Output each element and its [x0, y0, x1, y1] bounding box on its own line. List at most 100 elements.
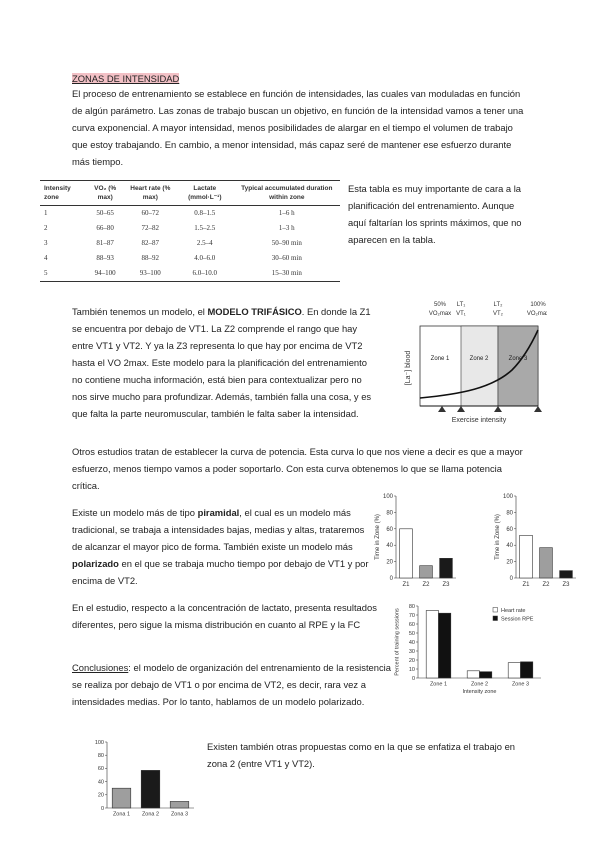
paragraph: Otros estudios tratan de establecer la c…	[72, 446, 523, 491]
grouped-bar-chart: 0 10 20 30 40 50 60 70 80 Percent of training ses…	[395, 604, 541, 695]
paragraph: En el estudio, respecto a la concentraci…	[72, 602, 377, 630]
zone-label: Zone 2	[470, 356, 489, 362]
y-tick-label: 0	[390, 576, 394, 582]
y-tick-label: 20	[386, 560, 393, 566]
table-cell: 50–90 min	[271, 239, 302, 247]
text-run: , el cual es un modelo más tradicional, …	[72, 507, 365, 552]
bar-chart: 0 20 40 60 80 100 Zona 1 Zona 2 Zona 3	[95, 740, 194, 818]
table-row: 4 88–93 88–92 4.0–6.0 30–60 min	[40, 251, 340, 266]
y-axis-label: [La⁻] blood	[405, 351, 412, 386]
y-tick-label: 80	[409, 604, 415, 610]
threshold-label: 100%	[530, 302, 546, 308]
y-tick-label: 100	[95, 740, 104, 746]
table-cell: 50–65	[96, 209, 114, 217]
bar-chart: 0 20 40 60 80 100 Time in Zone (%) Z1 Z2 Z3	[375, 494, 456, 588]
y-tick-label: 80	[98, 753, 104, 759]
y-tick-label: 10	[409, 667, 415, 673]
header-cell: Heart rate (% max)	[124, 180, 176, 206]
bar	[479, 671, 493, 679]
y-tick-label: 100	[503, 494, 514, 500]
x-tick-label: Z3	[442, 582, 450, 588]
y-tick-label: 100	[383, 494, 394, 500]
x-tick-label: Zone 2	[471, 682, 488, 688]
y-tick-label: 20	[409, 658, 415, 664]
bold-run: MODELO TRIFÁSICO	[207, 306, 302, 317]
bar	[425, 610, 439, 679]
table-header: Intensity zone VO₂ (% max) Heart rate (% m…	[40, 180, 340, 206]
x-axis-label: Intensity zone	[463, 689, 497, 695]
header-cell: Lactate (mmol·L⁻¹)	[175, 180, 234, 206]
bar	[539, 547, 553, 579]
text-run: : el modelo de organización del entrenam…	[72, 662, 391, 707]
zone-label: Zone 1	[431, 356, 450, 362]
threshold-label: LT₂	[494, 302, 504, 308]
x-tick-label: Zona 3	[171, 812, 188, 818]
threshold-label: LT₁	[457, 302, 466, 308]
table-cell: 2.5–4	[196, 239, 213, 247]
y-tick-label: 60	[409, 622, 415, 628]
table-body: 1 50–65 60–72 0.8–1.5 1–6 h 2 66–80 72–82 1.5–2.…	[40, 206, 340, 282]
bar	[169, 801, 190, 809]
table-cell: 6.0–10.0	[175, 266, 234, 282]
table-cell: 3	[44, 239, 48, 247]
threshold-label: VO₂max	[429, 311, 451, 317]
bar	[399, 528, 413, 579]
table-cell: 93–100	[124, 266, 176, 282]
y-tick-label: 20	[98, 793, 104, 799]
bar	[438, 612, 452, 679]
y-tick-label: 0	[510, 576, 514, 582]
bar	[419, 565, 433, 579]
paragraph: Conclusiones: el modelo de organización …	[72, 659, 402, 710]
table-row: 1 50–65 60–72 0.8–1.5 1–6 h	[40, 206, 340, 222]
y-tick-label: 60	[506, 527, 513, 533]
table-cell: 4	[44, 254, 48, 262]
table-cell: 15–30 min	[233, 266, 340, 282]
x-tick-label: Zone 3	[512, 682, 529, 688]
bar-chart: 0 20 40 60 80 100 Time in Zone (%) Z1 Z2 Z3	[495, 494, 576, 588]
table-cell: 30–60 min	[271, 254, 302, 262]
x-tick-label: Zona 2	[142, 812, 159, 818]
underlined-run: Conclusiones	[72, 662, 129, 673]
table-cell: 66–80	[96, 224, 114, 232]
y-tick-label: 0	[412, 676, 415, 682]
y-axis-label: Percent of training sessions	[395, 608, 401, 676]
table-cell: 82–87	[141, 239, 160, 247]
text-run: También tenemos un modelo, el	[72, 306, 208, 317]
bar	[559, 570, 573, 579]
table-cell: 81–87	[96, 239, 114, 247]
y-tick-label: 80	[386, 510, 393, 516]
x-tick-label: Z2	[542, 582, 550, 588]
bar	[111, 787, 132, 809]
legend-swatch	[492, 607, 498, 613]
bar	[466, 670, 480, 679]
threshold-label: VO₂max	[527, 311, 547, 317]
x-axis-label: Exercise intensity	[452, 417, 507, 424]
y-tick-label: 60	[386, 527, 393, 533]
bar	[507, 662, 521, 679]
bar	[439, 558, 453, 579]
text-run: Existe un modelo más de tipo	[72, 507, 198, 518]
table-row: 3 81–87 82–87 2.5–4 50–90 min	[40, 236, 340, 251]
table-cell: 0.8–1.5	[194, 209, 216, 217]
y-tick-label: 70	[409, 613, 415, 619]
bar	[140, 770, 161, 809]
x-tick-label: Z1	[522, 582, 530, 588]
x-tick-label: Zone 1	[430, 682, 447, 688]
heading-text: ZONAS DE INTENSIDAD	[72, 73, 180, 84]
zone-label: Zone 3	[509, 356, 528, 362]
y-tick-label: 50	[409, 631, 415, 637]
table-cell: 88–93	[96, 254, 114, 262]
y-tick-label: 40	[409, 640, 415, 646]
table-row: 5 94–100 93–100 6.0–10.0 15–30 min	[40, 266, 340, 282]
bar	[520, 661, 534, 679]
y-tick-label: 40	[506, 543, 513, 549]
threshold-label: VT₁	[456, 311, 466, 317]
table-cell: 1.5–2.5	[194, 224, 216, 232]
x-tick-label: Z1	[402, 582, 410, 588]
x-tick-label: Z2	[422, 582, 430, 588]
y-tick-label: 40	[386, 543, 393, 549]
paragraph: Existen también otras propuestas como en…	[207, 741, 515, 769]
table-row: 2 66–80 72–82 1.5–2.5 1–3 h	[40, 221, 340, 236]
bar	[519, 535, 533, 579]
table-cell: 1–6 h	[278, 209, 295, 217]
